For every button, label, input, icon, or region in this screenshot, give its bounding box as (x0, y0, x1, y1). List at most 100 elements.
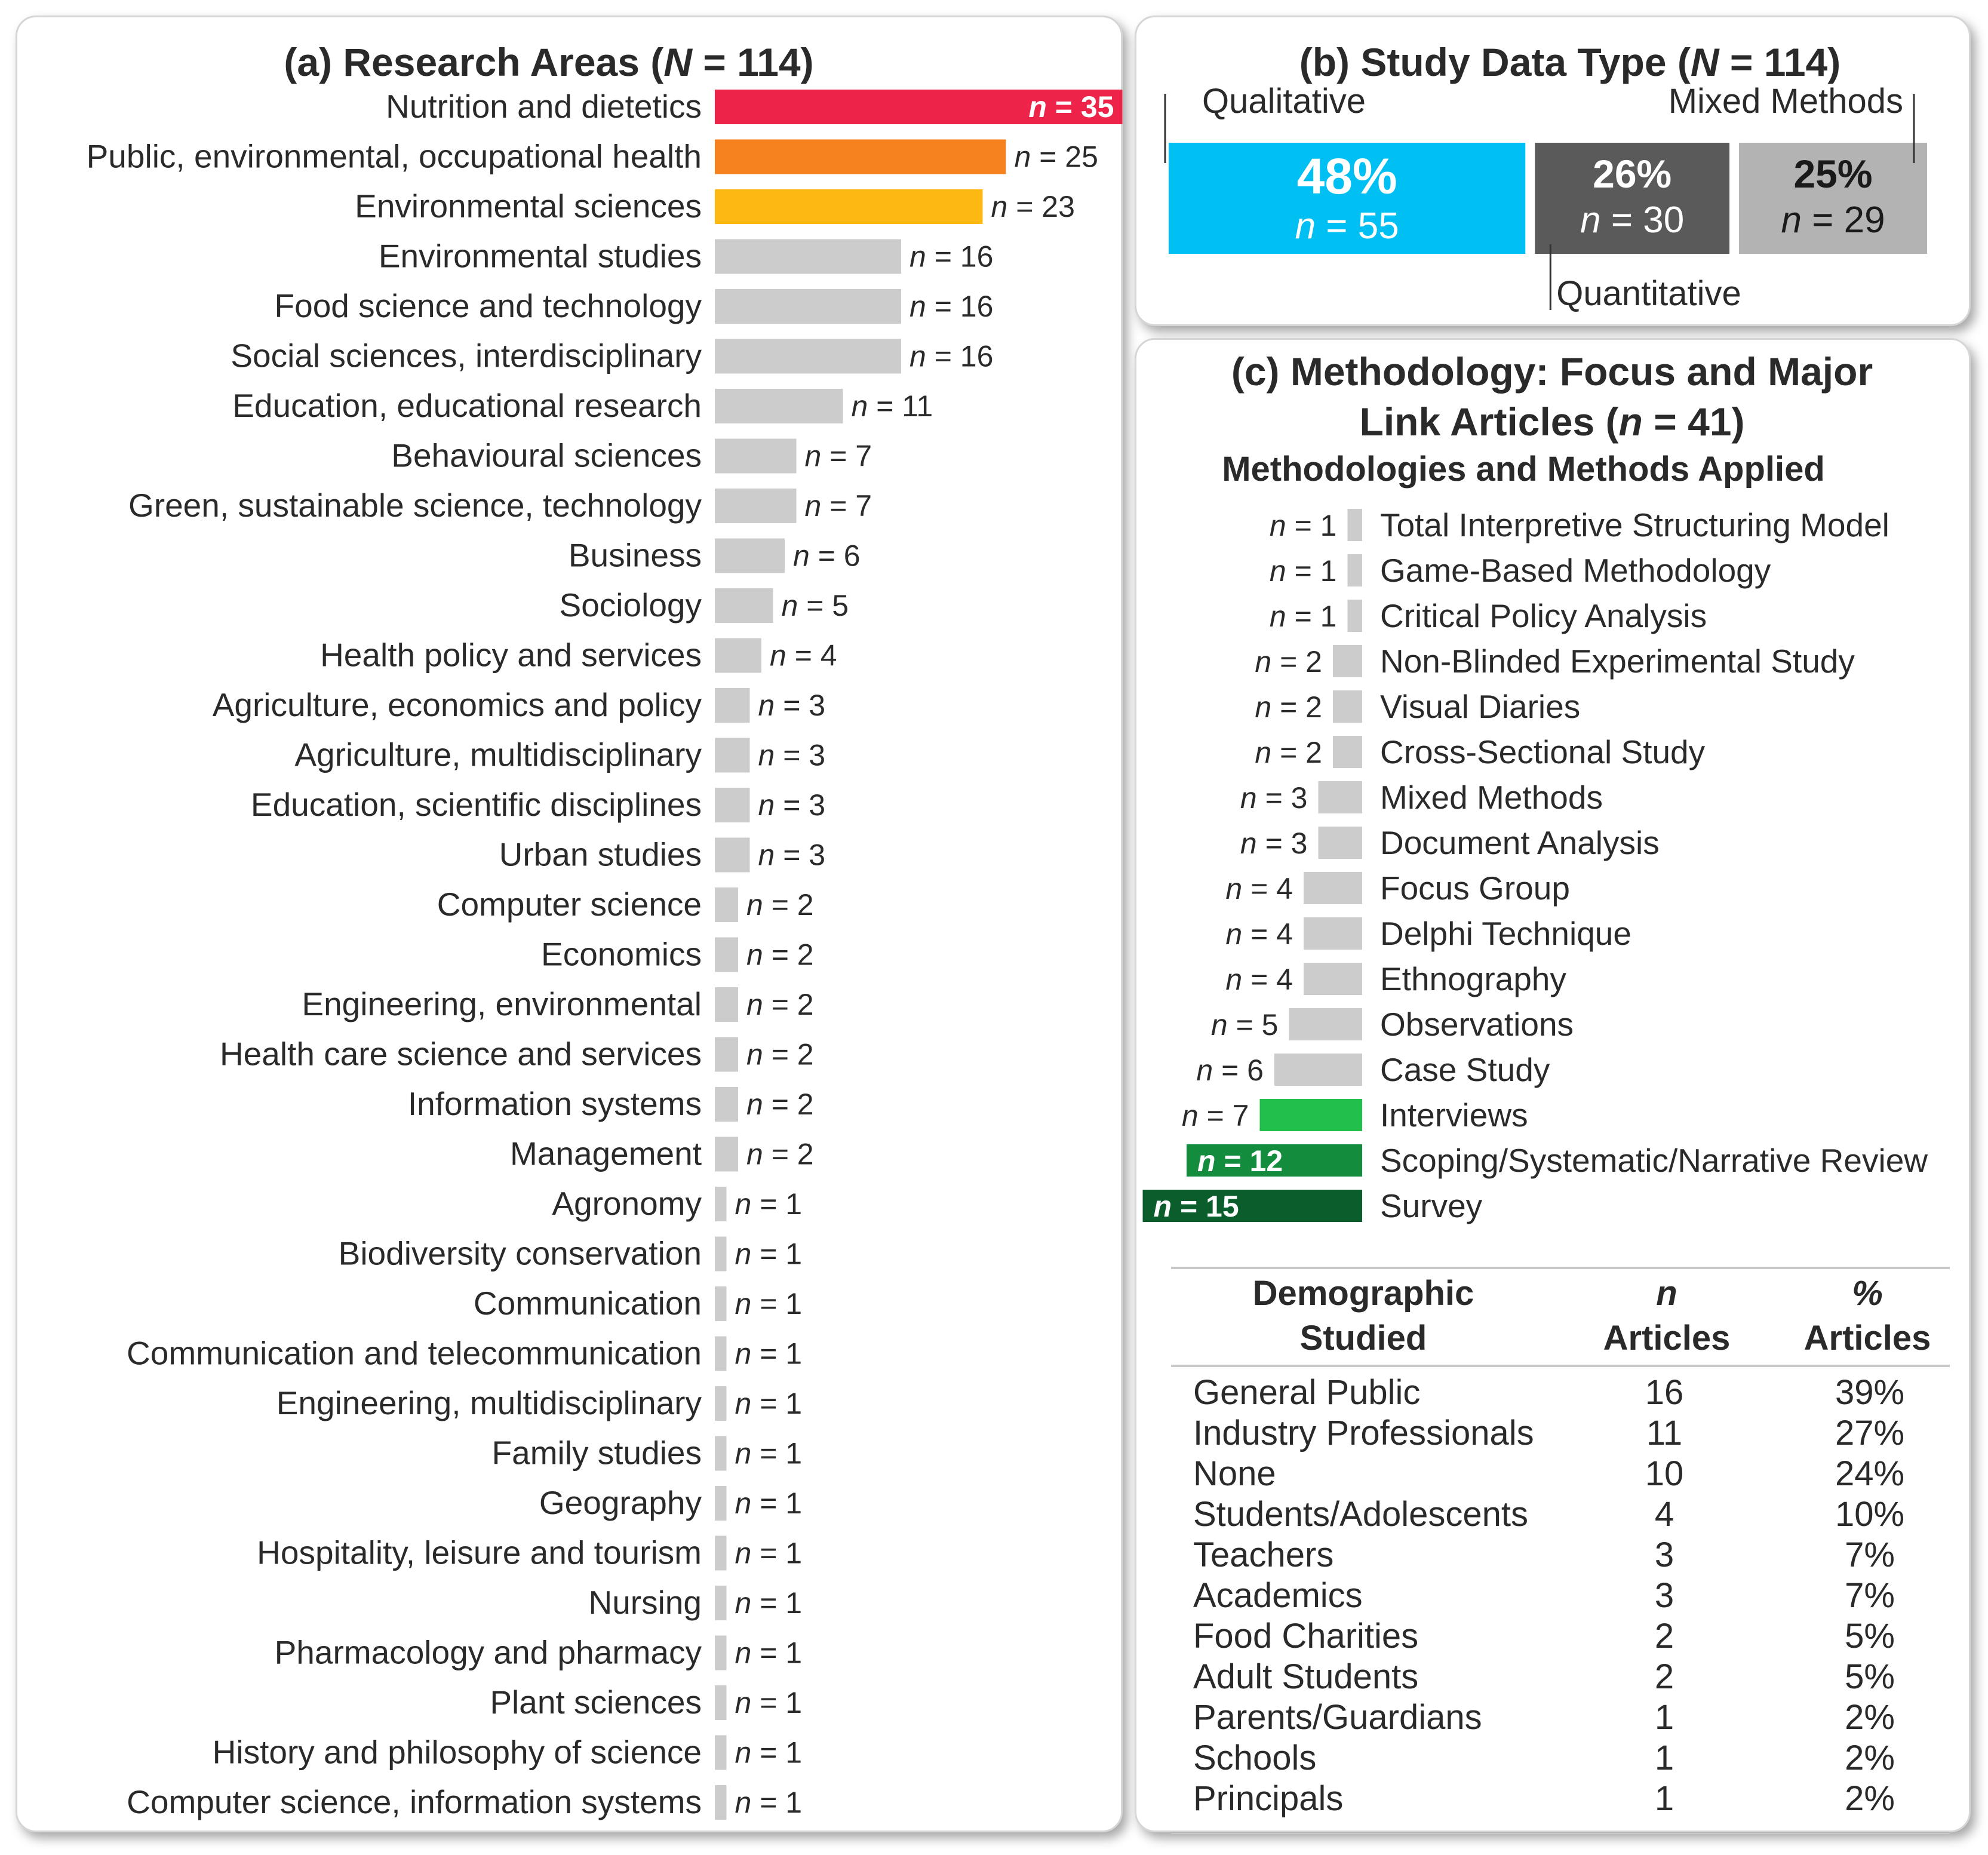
data-type-count: n = 30 (1580, 199, 1684, 241)
research-area-value: n = 1 (735, 1287, 803, 1320)
research-area-value: n = 2 (746, 1038, 814, 1071)
research-area-bar (715, 139, 1006, 174)
research-area-bar (715, 1685, 727, 1720)
research-area-bar (715, 289, 901, 324)
method-value: n = 3 (1240, 827, 1308, 860)
research-area-value: n = 2 (746, 938, 814, 972)
research-area-value: n = 2 (746, 1088, 814, 1121)
research-area-value: n = 25 (1015, 140, 1098, 174)
research-area-bar (715, 1436, 727, 1471)
method-value: n = 15 (1154, 1190, 1239, 1223)
research-area-value: n = 2 (746, 888, 814, 922)
research-area-value: n = 16 (909, 340, 993, 373)
method-value: n = 4 (1225, 917, 1293, 951)
research-area-label: Nursing (588, 1584, 702, 1621)
research-area-label: Computer science, information systems (127, 1783, 702, 1820)
research-area-label: Environmental studies (379, 238, 702, 275)
method-bar (1304, 872, 1362, 904)
research-area-value: n = 7 (805, 440, 872, 473)
research-area-value: n = 1 (735, 1337, 803, 1371)
table-header: % (1852, 1274, 1883, 1313)
method-bar (1274, 1054, 1362, 1086)
research-area-label: Information systems (408, 1085, 702, 1122)
method-label: Total Interpretive Structuring Model (1380, 506, 1889, 543)
research-area-label: Urban studies (499, 836, 702, 873)
research-areas-chart: (a) Research Areas (N = 114) Nutrition a… (87, 40, 1123, 1820)
research-area-value: n = 1 (735, 1736, 803, 1770)
method-label: Game-Based Methodology (1380, 552, 1771, 589)
table-cell-n: 1 (1655, 1739, 1674, 1777)
method-value: n = 1 (1270, 509, 1337, 542)
research-area-label: Computer science (437, 886, 702, 923)
method-value: n = 4 (1225, 963, 1293, 996)
table-cell-demographic: Parents/Guardians (1193, 1698, 1482, 1737)
research-area-value: n = 1 (735, 1586, 803, 1620)
research-area-value: n = 6 (793, 539, 861, 573)
research-area-label: Communication (474, 1285, 702, 1322)
method-bar (1259, 1099, 1362, 1131)
method-bar (1304, 917, 1362, 950)
study-data-type-chart: (b) Study Data Type (N = 114) 48%n = 55 2… (1164, 40, 1927, 313)
research-area-bar (715, 1535, 727, 1571)
research-area-bar (715, 438, 797, 474)
panel-study-data-type: (b) Study Data Type (N = 114) 48% n = 55 2… (1135, 16, 1971, 326)
table-cell-demographic: Food Charities (1193, 1617, 1418, 1656)
method-bar (1333, 645, 1362, 677)
method-bar (1347, 600, 1362, 632)
research-area-label: Engineering, environmental (302, 985, 702, 1022)
table-cell-n: 4 (1655, 1495, 1674, 1534)
study-data-type-title: (b) Study Data Type (N = 114) (1299, 40, 1840, 84)
method-label: Visual Diaries (1380, 688, 1580, 725)
research-area-value: n = 1 (735, 1237, 803, 1271)
research-area-label: Communication and telecommunication (127, 1335, 702, 1372)
table-cell-demographic: Schools (1193, 1739, 1316, 1777)
research-area-label: Agronomy (552, 1185, 702, 1222)
research-area-bar (715, 90, 1123, 124)
method-bar (1142, 1190, 1362, 1222)
method-value: n = 4 (1225, 872, 1293, 905)
method-bar (1333, 736, 1362, 768)
research-area-bar (715, 389, 843, 423)
research-area-label: History and philosophy of science (213, 1734, 702, 1771)
research-area-label: Public, environmental, occupational heal… (87, 138, 702, 175)
table-cell-demographic: Students/Adolescents (1193, 1495, 1528, 1534)
table-cell-demographic: Adult Students (1193, 1657, 1418, 1696)
research-area-bar (715, 1735, 727, 1770)
research-area-label: Education, educational research (232, 387, 702, 424)
method-value: n = 2 (1255, 645, 1322, 678)
research-area-value: n = 5 (782, 589, 849, 622)
method-value: n = 1 (1270, 600, 1337, 633)
research-area-label: Behavioural sciences (391, 437, 702, 474)
research-area-label: Sociology (560, 586, 702, 624)
quantitative-legend: Quantitative (1556, 274, 1741, 313)
methodology-title-line2: Link Articles (n = 41) (1360, 400, 1745, 444)
research-area-value: n = 23 (991, 190, 1075, 223)
research-area-bar (715, 1586, 727, 1620)
research-area-label: Social sciences, interdisciplinary (231, 337, 702, 374)
table-cell-percent: 2% (1845, 1739, 1895, 1777)
method-value: n = 12 (1197, 1144, 1283, 1178)
method-bar (1304, 963, 1362, 995)
table-cell-n: 10 (1645, 1454, 1684, 1493)
method-label: Delphi Technique (1380, 915, 1631, 952)
table-cell-percent: 7% (1845, 1576, 1895, 1615)
method-value: n = 7 (1182, 1099, 1249, 1132)
method-value: n = 5 (1211, 1008, 1279, 1042)
table-cell-n: 11 (1646, 1414, 1682, 1452)
research-area-label: Health care science and services (220, 1036, 702, 1073)
research-area-value: n = 2 (746, 1138, 814, 1171)
research-area-bar (715, 489, 797, 523)
research-area-bar (715, 1286, 727, 1321)
research-area-value: n = 1 (735, 1487, 803, 1520)
method-label: Scoping/Systematic/Narrative Review (1380, 1142, 1928, 1179)
table-cell-percent: 2% (1845, 1779, 1895, 1818)
table-cell-n: 1 (1655, 1698, 1674, 1737)
data-type-percent: 48% (1297, 148, 1397, 204)
method-label: Case Study (1380, 1051, 1550, 1088)
research-area-value: n = 11 (852, 389, 933, 423)
method-label: Interviews (1380, 1097, 1528, 1134)
research-area-label: Biodiversity conservation (339, 1235, 702, 1272)
method-value: n = 2 (1255, 690, 1322, 724)
table-cell-demographic: Teachers (1193, 1535, 1333, 1574)
research-area-label: Environmental sciences (355, 188, 702, 225)
